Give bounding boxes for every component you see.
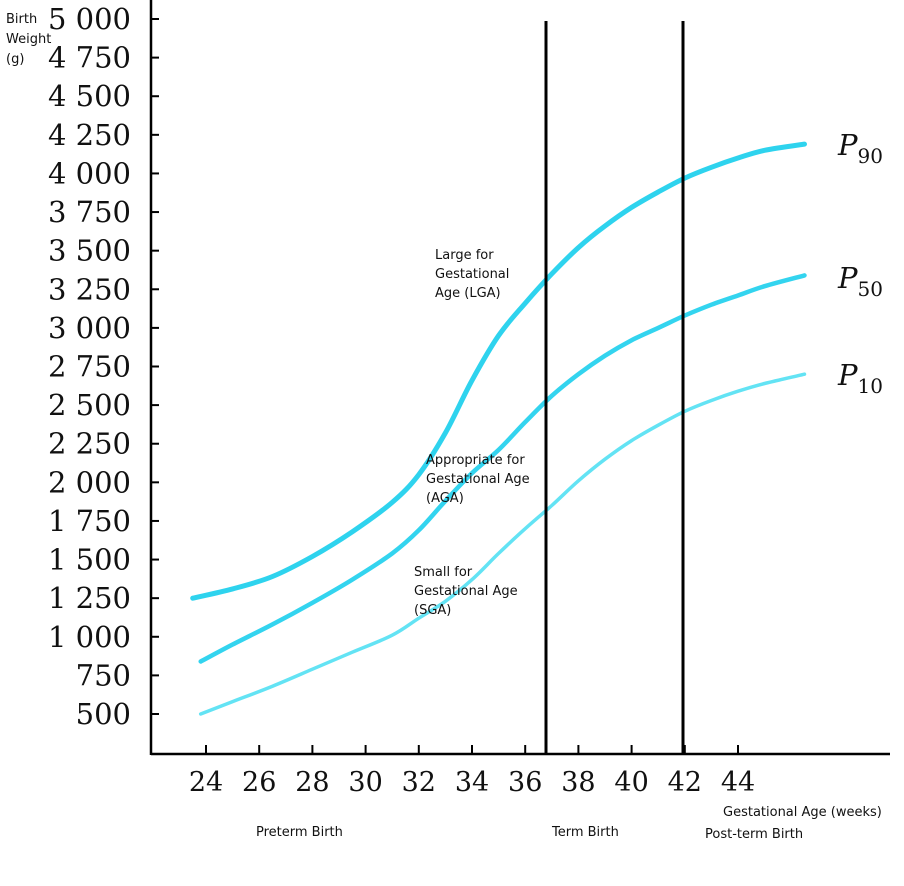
y-tick-label: 3 250 bbox=[48, 272, 131, 306]
x-tick-label: 34 bbox=[455, 767, 489, 798]
y-tick-label: 750 bbox=[76, 658, 131, 692]
y-tick-label: 2 500 bbox=[48, 388, 131, 422]
y-axis-label: Birth Weight (g) bbox=[6, 12, 55, 67]
annotation-aga: Appropriate for Gestational Age (AGA) bbox=[426, 453, 534, 506]
x-tick-labels: 24 26 28 30 32 34 36 38 40 42 44 bbox=[189, 767, 755, 798]
annotation-lga: Large for Gestational Age (LGA) bbox=[435, 248, 514, 301]
annotation-sga: Small for Gestational Age (SGA) bbox=[414, 565, 522, 618]
p90-label: P90 bbox=[837, 128, 883, 168]
region-term-birth: Term Birth bbox=[551, 825, 619, 840]
x-tick-label: 42 bbox=[668, 767, 702, 798]
y-tick-label: 4 250 bbox=[48, 118, 131, 152]
y-tick-label: 1 000 bbox=[48, 620, 131, 654]
y-tick-label: 1 500 bbox=[48, 543, 131, 577]
series-p90-line bbox=[190, 141, 807, 601]
x-tick-label: 26 bbox=[242, 767, 276, 798]
y-tick-label: 2 750 bbox=[48, 350, 131, 384]
y-tick-label: 2 000 bbox=[48, 465, 131, 499]
x-tick-label: 38 bbox=[561, 767, 595, 798]
x-tick-marks bbox=[205, 745, 739, 754]
y-tick-label: 4 750 bbox=[48, 41, 131, 75]
y-tick-label: 500 bbox=[76, 697, 131, 731]
p50-label: P50 bbox=[837, 261, 883, 301]
x-tick-label: 30 bbox=[348, 767, 382, 798]
region-post-term-birth: Post-term Birth bbox=[705, 827, 803, 842]
x-tick-label: 28 bbox=[295, 767, 329, 798]
y-tick-label: 1 250 bbox=[48, 581, 131, 615]
y-tick-label: 3 750 bbox=[48, 195, 131, 229]
y-tick-label: 2 250 bbox=[48, 427, 131, 461]
percentile-curves bbox=[190, 141, 807, 716]
x-tick-label: 36 bbox=[508, 767, 542, 798]
y-tick-label: 4 000 bbox=[48, 156, 131, 190]
x-axis-label: Gestational Age (weeks) bbox=[723, 805, 882, 820]
y-tick-label: 3 500 bbox=[48, 234, 131, 268]
x-tick-label: 44 bbox=[721, 767, 755, 798]
y-tick-labels: 500 750 1 000 1 250 1 500 1 750 2 000 2 250 2 50… bbox=[48, 2, 131, 731]
y-tick-label: 4 500 bbox=[48, 79, 131, 113]
y-tick-marks bbox=[151, 18, 159, 715]
x-tick-label: 24 bbox=[189, 767, 223, 798]
series-p50-line bbox=[198, 273, 807, 664]
y-tick-label: 5 000 bbox=[48, 2, 131, 36]
region-preterm-birth: Preterm Birth bbox=[256, 825, 343, 840]
x-tick-label: 32 bbox=[402, 767, 436, 798]
p10-label: P10 bbox=[837, 358, 883, 398]
series-p10-line bbox=[198, 372, 807, 716]
y-tick-label: 1 750 bbox=[48, 504, 131, 538]
y-tick-label: 3 000 bbox=[48, 311, 131, 345]
x-tick-label: 40 bbox=[614, 767, 648, 798]
